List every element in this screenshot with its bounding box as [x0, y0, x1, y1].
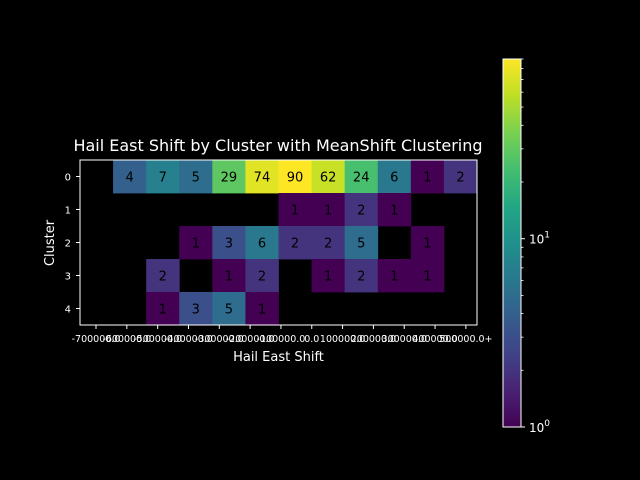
- heatmap-cell: [410, 160, 445, 194]
- cell-value-label: 1: [423, 270, 431, 285]
- heatmap-cell: [146, 292, 180, 326]
- colorbar-tick-label: 101: [529, 231, 550, 247]
- cell-value-label: 7: [159, 171, 167, 186]
- heatmap-cell: [179, 160, 213, 194]
- heatmap-cell: [278, 160, 312, 194]
- heatmap-cell: [278, 193, 312, 227]
- heatmap-cell: [311, 226, 346, 260]
- x-tick-label: -300000.0: [195, 334, 244, 345]
- heatmap-cell: [377, 193, 412, 227]
- heatmap-cell: [410, 226, 445, 260]
- x-tick-label: 500000.0+: [439, 334, 492, 345]
- colorbar-ticks: 100 101: [521, 58, 550, 435]
- cell-value-label: 2: [357, 204, 365, 219]
- cell-value-label: 5: [225, 303, 233, 318]
- heatmap-cell: [344, 259, 379, 293]
- heatmap-cell: [245, 160, 279, 194]
- x-tick-label: 200000.0: [351, 334, 396, 345]
- heatmap-cell: [311, 193, 346, 227]
- y-tick-label: 2: [65, 239, 71, 250]
- cell-value-label: 2: [357, 270, 365, 285]
- x-tick-label: 300000.0: [382, 334, 427, 345]
- cell-value-label: 2: [258, 270, 266, 285]
- cell-value-label: 1: [159, 303, 167, 318]
- heatmap-cell: [344, 226, 379, 260]
- heatmap-cell: [443, 160, 478, 194]
- cell-value-label: 1: [225, 270, 233, 285]
- heatmap-cell: [212, 292, 246, 326]
- x-tick-label: -400000.0: [164, 334, 213, 345]
- heatmap-cell: [245, 292, 279, 326]
- x-tick-label: 100000.0: [320, 334, 365, 345]
- cell-value-label: 5: [357, 237, 365, 252]
- cell-value-label: 1: [324, 270, 332, 285]
- chart-title: Hail East Shift by Cluster with MeanShif…: [73, 136, 482, 155]
- heatmap-cell: [179, 226, 213, 260]
- cell-value-label: 1: [423, 171, 431, 186]
- x-tick-label: 0.0: [304, 334, 319, 345]
- cell-value-label: 1: [258, 303, 266, 318]
- y-axis-label: Cluster: [43, 219, 58, 266]
- heatmap-cell: [179, 292, 213, 326]
- cell-value-label: 1: [390, 204, 398, 219]
- cell-value-label: 1: [390, 270, 398, 285]
- heatmap-cell: [245, 226, 279, 260]
- cell-value-label: 3: [192, 303, 200, 318]
- y-tick-label: 3: [65, 272, 71, 283]
- cell-value-label: 1: [423, 237, 431, 252]
- cell-value-label: 2: [159, 270, 167, 285]
- cell-value-label: 90: [287, 171, 304, 186]
- x-tick-label: -600000.0: [102, 334, 151, 345]
- cell-value-label: 24: [353, 171, 370, 186]
- x-tick-label: 400000.0: [412, 334, 457, 345]
- heatmap-cell: [212, 226, 246, 260]
- x-axis-label: Hail East Shift: [233, 350, 324, 365]
- heatmap-cell: [377, 160, 412, 194]
- heatmap-cell: [311, 259, 346, 293]
- heatmap-cell: [245, 259, 279, 293]
- cell-value-label: 5: [192, 171, 200, 186]
- cell-value-label: 74: [254, 171, 271, 186]
- heatmap-cell: [146, 160, 180, 194]
- x-tick-label: -500000.0: [133, 334, 182, 345]
- colorbar-gradient: [502, 58, 522, 428]
- x-axis: -700000.0-600000.0-500000.0-400000.0-300…: [72, 325, 493, 345]
- heatmap-cell: [212, 160, 246, 194]
- x-tick-label: -100000.0: [257, 334, 306, 345]
- cell-value-label: 6: [390, 171, 398, 186]
- y-tick-label: 4: [65, 305, 71, 316]
- cell-value-label: 3: [225, 237, 233, 252]
- cell-value-label: 4: [125, 171, 133, 186]
- x-tick-label: -700000.0: [72, 334, 121, 345]
- cell-value-label: 1: [324, 204, 332, 219]
- cell-value-label: 29: [221, 171, 238, 186]
- cell-value-label: 62: [320, 171, 337, 186]
- cell-value-label: 2: [324, 237, 332, 252]
- heatmap-cell: [377, 259, 412, 293]
- heatmap-cells: [113, 160, 478, 326]
- y-axis: 0 1 2 3 4: [65, 173, 80, 316]
- colorbar: 100 101: [502, 58, 550, 435]
- cell-value-label: 2: [291, 237, 299, 252]
- cell-value-label: 6: [258, 237, 266, 252]
- colorbar-tick-label: 100: [529, 419, 550, 435]
- heatmap-cell: [278, 226, 312, 260]
- cell-value-label: 2: [456, 171, 464, 186]
- y-tick-label: 1: [65, 206, 71, 217]
- cell-value-label: 1: [192, 237, 200, 252]
- heatmap-cell: [146, 259, 180, 293]
- heatmap-cell: [212, 259, 246, 293]
- y-tick-label: 0: [65, 173, 71, 184]
- heatmap-cell: [113, 160, 147, 194]
- heatmap-cell: [311, 160, 346, 194]
- heatmap-cell: [410, 259, 445, 293]
- heatmap-cell: [344, 160, 379, 194]
- heatmap-cell-labels: 4 7 5 29 74 90 62 24 6 1 21 1 2 11 3 6 2 2 5 12 1 2 1 2 1 11 3 5 1: [125, 171, 464, 318]
- cell-value-label: 1: [291, 204, 299, 219]
- x-tick-label: -200000.0: [226, 334, 275, 345]
- heatmap-cell: [344, 193, 379, 227]
